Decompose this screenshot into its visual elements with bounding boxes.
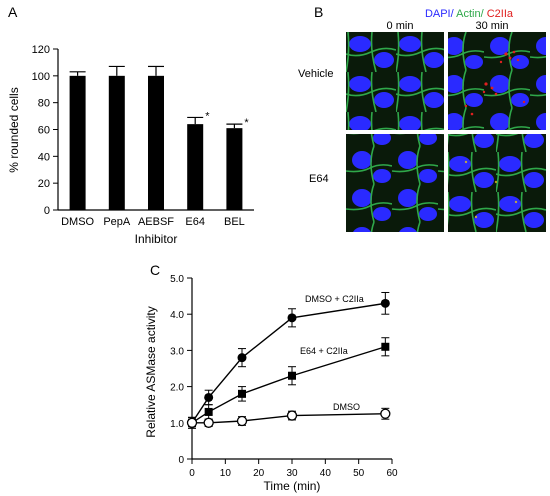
line-chart-x-tick-label: 40 [320,468,332,479]
bar-chart-y-tick-label: 0 [44,205,50,217]
bar-chart-y-tick-label: 20 [38,178,50,190]
bar-chart-y-tick-label: 80 [38,98,50,110]
micrograph-e64-0min [346,134,444,232]
bar-chart-x-tick-label: AEBSF [138,216,174,228]
line-chart-y-axis-label: Relative ASMase activity [144,306,158,437]
bar-chart-x-tick-label: BEL [224,216,245,228]
line-chart-x-tick-label: 60 [386,468,398,479]
line-chart-y-tick-label: 4.0 [170,310,184,321]
micrograph-vehicle-0min [346,32,444,130]
series-point [238,389,246,398]
line-chart-asmase-activity: 0 1.0 2.0 3.0 4.0 5.0 0 10 20 30 40 50 60 Relative A… [144,274,398,493]
bar-significance-marker: * [205,110,210,122]
legend-dapi: DAPI/ [425,8,455,20]
row-label-e64: E64 [309,173,329,185]
bar-chart-axes: 0 20 40 60 80 100 120 [32,44,254,217]
bar-chart-x-tick-label: DMSO [61,216,94,228]
column-label-0-min: 0 min [387,20,414,30]
svg-text:DAPI/ Actin/ C2IIa: DAPI/ Actin/ C2IIa [425,8,514,20]
line-chart-y-tick-label: 2.0 [170,383,184,394]
bar [108,75,125,210]
series-point [287,313,297,323]
series-point [204,407,213,416]
bar-significance-marker: * [244,117,249,129]
line-chart-x-axis-label: Time (min) [264,479,321,493]
bar-chart-y-tick-label: 40 [38,151,50,163]
bar-chart-y-tick-label: 120 [32,44,50,56]
series-point [204,392,214,402]
series-point [380,298,390,308]
row-label-vehicle: Vehicle [298,68,334,80]
series-point [288,371,296,380]
bar-chart-x-tick-label: PepA [103,216,131,228]
bar [187,124,204,210]
line-chart-x-tick-label: 50 [353,468,365,479]
micrograph-images [346,32,546,232]
series-point [286,410,298,421]
line-chart-axes: 0 1.0 2.0 3.0 4.0 5.0 0 10 20 30 40 50 60 [170,274,398,479]
line-chart-x-tick-label: 0 [189,468,195,479]
series-label-e64-c2iia: E64 + C2IIa [300,346,348,356]
series-point [381,342,390,351]
bar [69,75,86,210]
series-point [237,353,247,363]
line-chart-x-tick-label: 30 [286,468,298,479]
micrograph-legend: DAPI/ Actin/ C2IIa 0 min 30 min [387,8,514,30]
panel-label-b: B [314,4,324,20]
bar-chart-x-tick-label: E64 [185,216,205,228]
line-chart-y-tick-label: 0 [178,455,184,466]
legend-c2iia: C2IIa [484,8,514,20]
legend-actin: Actin/ [454,8,485,20]
line-chart-y-tick-label: 3.0 [170,346,184,357]
bar [226,128,243,210]
panel-label-c: C [150,262,161,278]
panel-label-a: A [8,4,18,20]
series-point [203,417,214,428]
line-chart-series [186,291,391,429]
micrograph-e64-30min [448,134,546,232]
line-chart-x-tick-label: 20 [253,468,265,479]
bar-chart-y-axis-label: % rounded cells [7,87,21,172]
bar-chart-x-axis-label: Inhibitor [135,232,178,246]
line-chart-x-tick-label: 10 [220,468,232,479]
column-label-30-min: 30 min [475,20,508,30]
line-chart-y-tick-label: 5.0 [170,274,184,285]
bar-chart-y-tick-label: 100 [32,71,50,83]
series-point [236,415,248,427]
series-point [380,408,391,419]
micrograph-vehicle-30min [448,32,546,130]
series-point [186,417,198,428]
line-chart-y-tick-label: 1.0 [170,419,184,430]
bar-chart-y-tick-label: 60 [38,125,50,137]
bar-chart-bars: DMSO PepA AEBSF E64 * BEL * [61,65,249,228]
series-label-dmso-c2iia: DMSO + C2IIa [305,294,364,304]
bar [148,75,164,210]
series-label-dmso: DMSO [333,402,360,412]
bar-chart-rounded-cells: 0 20 40 60 80 100 120 DMSO PepA AEBSF E64 * BEL * % … [7,44,254,246]
